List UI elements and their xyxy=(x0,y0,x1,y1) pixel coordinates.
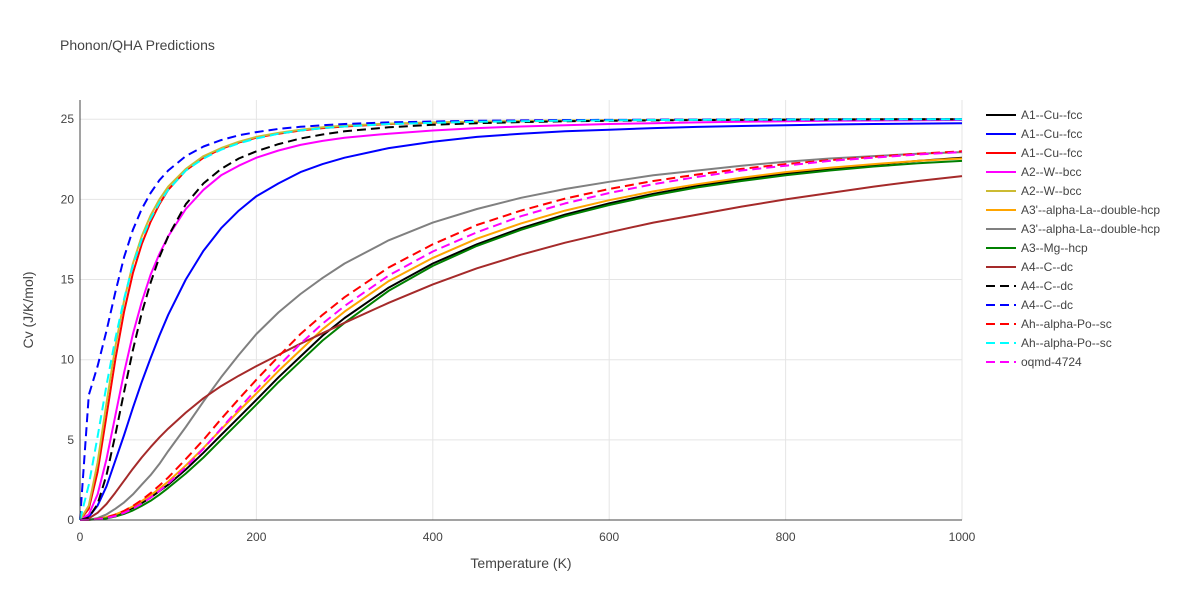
x-tick-label: 400 xyxy=(423,530,443,544)
legend-item[interactable]: A4--C--dc xyxy=(986,279,1073,293)
legend-label: A3'--alpha-La--double-hcp xyxy=(1021,222,1160,236)
series-line-10 xyxy=(79,118,962,521)
legend-item[interactable]: A1--Cu--fcc xyxy=(986,108,1082,122)
legend-item[interactable]: A2--W--bcc xyxy=(986,165,1081,179)
legend-item[interactable]: A4--C--dc xyxy=(986,298,1073,312)
series-line-8 xyxy=(79,159,963,521)
series-line-4 xyxy=(79,119,963,521)
legend-label: A1--Cu--fcc xyxy=(1021,146,1082,160)
y-tick-label: 25 xyxy=(61,112,75,126)
series-line-3 xyxy=(79,118,962,521)
legend-item[interactable]: Ah--alpha-Po--sc xyxy=(986,336,1112,350)
legend-label: A1--Cu--fcc xyxy=(1021,108,1082,122)
y-tick-label: 10 xyxy=(61,353,75,367)
axes: 0 200 400 600 800 1000 0 5 10 15 20 25 xyxy=(61,100,976,544)
x-axis-label: Temperature (K) xyxy=(470,555,571,571)
legend-item[interactable]: A3'--alpha-La--double-hcp xyxy=(986,222,1160,236)
legend-label: A3--Mg--hcp xyxy=(1021,241,1088,255)
grid-lines xyxy=(80,100,963,520)
legend-label: Ah--alpha-Po--sc xyxy=(1021,336,1112,350)
series-line-2 xyxy=(79,122,963,521)
legend-label: A3'--alpha-La--double-hcp xyxy=(1021,203,1160,217)
series-line-5 xyxy=(79,118,962,521)
series-line-6 xyxy=(79,157,963,521)
legend-label: A1--Cu--fcc xyxy=(1021,127,1082,141)
series-line-11 xyxy=(79,118,962,521)
y-tick-label: 15 xyxy=(61,273,75,287)
x-tick-label: 200 xyxy=(246,530,266,544)
y-tick-label: 20 xyxy=(61,192,75,206)
plot-area xyxy=(79,118,963,521)
legend-item[interactable]: A1--Cu--fcc xyxy=(986,127,1082,141)
legend-label: oqmd-4724 xyxy=(1021,355,1082,369)
series-line-7 xyxy=(79,151,963,521)
x-tick-label: 1000 xyxy=(949,530,976,544)
legend-label: A4--C--dc xyxy=(1021,279,1073,293)
legend-item[interactable]: A3--Mg--hcp xyxy=(986,241,1088,255)
legend-item[interactable]: oqmd-4724 xyxy=(986,355,1082,369)
chart-title: Phonon/QHA Predictions xyxy=(60,37,215,53)
x-tick-label: 600 xyxy=(599,530,619,544)
series-line-9 xyxy=(79,175,963,521)
y-axis-label: Cv (J/K/mol) xyxy=(20,272,36,349)
series-line-13 xyxy=(79,118,962,521)
legend-item[interactable]: A4--C--dc xyxy=(986,260,1073,274)
y-tick-label: 5 xyxy=(67,433,74,447)
legend-item[interactable]: A1--Cu--fcc xyxy=(986,146,1082,160)
y-tick-label: 0 xyxy=(67,513,74,527)
series-line-12 xyxy=(79,150,963,521)
series-line-1 xyxy=(79,156,963,521)
legend-item[interactable]: Ah--alpha-Po--sc xyxy=(986,317,1112,331)
legend-label: A2--W--bcc xyxy=(1021,165,1081,179)
x-tick-label: 800 xyxy=(776,530,796,544)
legend-label: Ah--alpha-Po--sc xyxy=(1021,317,1112,331)
legend[interactable]: A1--Cu--fcc A1--Cu--fcc A1--Cu--fcc A2--W--… xyxy=(986,108,1160,369)
legend-label: A4--C--dc xyxy=(1021,298,1073,312)
legend-label: A2--W--bcc xyxy=(1021,184,1081,198)
legend-item[interactable]: A2--W--bcc xyxy=(986,184,1081,198)
series-line-14 xyxy=(79,151,963,521)
legend-item[interactable]: A3'--alpha-La--double-hcp xyxy=(986,203,1160,217)
x-tick-label: 0 xyxy=(77,530,84,544)
legend-label: A4--C--dc xyxy=(1021,260,1073,274)
